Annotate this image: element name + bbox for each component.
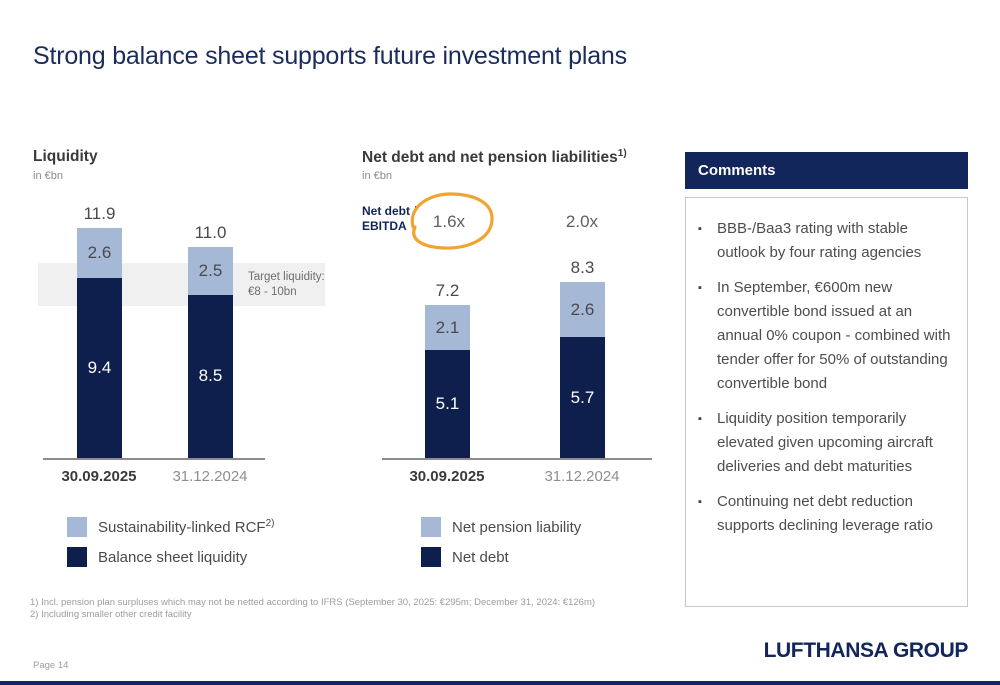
lufthansa-group-logo: LUFTHANSA GROUP [763, 639, 969, 662]
net-debt-bar-2025: 7.2 2.1 5.1 [425, 281, 470, 458]
target-liquidity-label: Target liquidity: €8 - 10bn [248, 271, 325, 298]
bar-total-label: 7.2 [435, 281, 460, 301]
comments-list: BBB-/Baa3 rating with stable outlook by … [696, 217, 955, 538]
category-label-2024: 31.12.2024 [172, 468, 248, 485]
footnotes: 1) Incl. pension plan surpluses which ma… [30, 597, 595, 621]
category-label-2024: 31.12.2024 [544, 468, 620, 485]
bar-segment-net-debt: 5.1 [425, 349, 470, 458]
highlight-circle-icon [410, 192, 494, 250]
net-debt-ebitda-caption: Net debt / EBITDA [362, 204, 417, 233]
bar-segment-balance-sheet: 8.5 [188, 294, 233, 458]
comment-bullet: BBB-/Baa3 rating with stable outlook by … [696, 217, 955, 265]
footnote-1: 1) Incl. pension plan surpluses which ma… [30, 597, 596, 608]
comments-panel: Comments BBB-/Baa3 rating with stable ou… [685, 152, 968, 607]
liquidity-chart-title: Liquidity [33, 148, 98, 165]
liquidity-bar-2025: 11.9 2.6 9.4 [77, 204, 122, 458]
liquidity-bar-2024: 11.0 2.5 8.5 [188, 223, 233, 458]
rcf-swatch-icon [67, 517, 87, 537]
ratio-value-2024: 2.0x [565, 212, 599, 231]
bar-total-label: 11.0 [194, 222, 227, 242]
bar-segment-balance-sheet: 9.4 [77, 277, 122, 458]
balance-sheet-swatch-icon [67, 547, 87, 567]
net-debt-legend: Net pension liability Net debt [421, 517, 581, 577]
liquidity-legend: Sustainability-linked RCF2) Balance shee… [67, 517, 274, 577]
footnote-2: 2) Including smaller other credit facili… [30, 609, 192, 620]
legend-label-balance-sheet: Balance sheet liquidity [98, 548, 248, 566]
bar-segment-rcf: 2.5 [188, 246, 233, 295]
comment-bullet: Liquidity position temporarily elevated … [696, 407, 955, 479]
legend-row-rcf: Sustainability-linked RCF2) [67, 517, 274, 537]
net-debt-chart-unit: in €bn [362, 170, 392, 182]
bar-total-label: 11.9 [83, 203, 116, 223]
category-label-2025: 30.09.2025 [61, 468, 137, 485]
slide-title: Strong balance sheet supports future inv… [33, 42, 627, 70]
comments-body: BBB-/Baa3 rating with stable outlook by … [685, 197, 968, 607]
comment-bullet: Continuing net debt reduction supports d… [696, 490, 955, 538]
legend-label-pension: Net pension liability [452, 518, 582, 536]
liquidity-chart: Liquidity in €bn Target liquidity: €8 - … [33, 148, 358, 618]
comments-header: Comments [685, 152, 968, 189]
bar-segment-pension: 2.1 [425, 305, 470, 350]
bar-total-label: 8.3 [570, 258, 595, 278]
net-debt-swatch-icon [421, 547, 441, 567]
net-debt-x-axis [382, 458, 652, 460]
bar-segment-net-debt: 5.7 [560, 337, 605, 458]
ratio-value-2025: 1.6x [432, 212, 466, 231]
bar-segment-pension: 2.6 [560, 282, 605, 338]
legend-label-rcf: Sustainability-linked RCF2) [98, 518, 275, 536]
net-debt-chart: Net debt and net pension liabilities1) i… [362, 148, 672, 618]
legend-row-pension: Net pension liability [421, 517, 581, 537]
liquidity-chart-unit: in €bn [33, 170, 63, 182]
net-debt-bar-2024: 8.3 2.6 5.7 [560, 258, 605, 458]
liquidity-x-axis [43, 458, 265, 460]
legend-row-balance-sheet: Balance sheet liquidity [67, 547, 274, 567]
legend-label-net-debt: Net debt [452, 548, 509, 566]
comment-bullet: In September, €600m new convertible bond… [696, 276, 955, 396]
category-label-2025: 30.09.2025 [409, 468, 485, 485]
bar-segment-rcf: 2.6 [77, 227, 122, 278]
legend-row-net-debt: Net debt [421, 547, 581, 567]
pension-swatch-icon [421, 517, 441, 537]
page-number: Page 14 [33, 660, 69, 671]
net-debt-chart-title: Net debt and net pension liabilities1) [362, 148, 627, 167]
bottom-accent-bar [0, 681, 1000, 685]
